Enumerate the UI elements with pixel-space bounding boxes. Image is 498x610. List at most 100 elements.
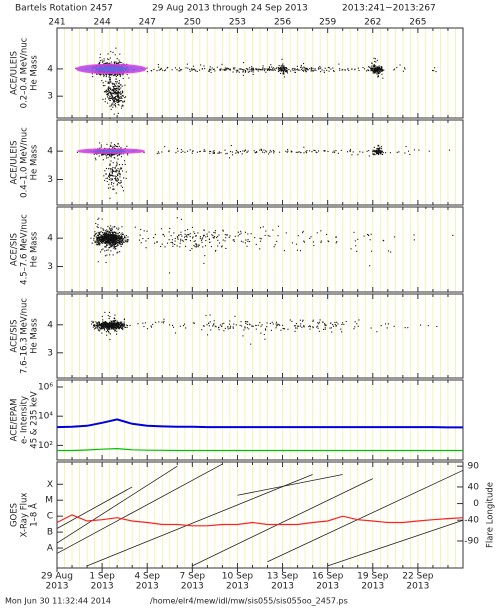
- density-dot: [115, 62, 117, 64]
- density-dot: [295, 243, 298, 245]
- density-dot: [106, 74, 108, 76]
- density-dot: [346, 151, 349, 153]
- density-dot: [112, 166, 114, 168]
- density-dot: [373, 70, 375, 72]
- density-dot: [189, 249, 191, 251]
- density-dot: [121, 232, 123, 234]
- density-dot: [118, 327, 120, 329]
- density-dot: [127, 236, 129, 238]
- density-dot: [94, 241, 96, 243]
- density-dot: [276, 67, 278, 69]
- density-dot: [117, 85, 119, 87]
- density-dot: [109, 174, 111, 176]
- density-dot: [109, 236, 112, 238]
- density-dot: [351, 154, 353, 156]
- density-dot: [335, 236, 337, 238]
- density-dot: [373, 71, 375, 73]
- density-dot: [305, 68, 307, 70]
- density-dot: [96, 236, 98, 238]
- density-dot: [367, 233, 369, 236]
- density-dot: [377, 73, 379, 75]
- density-dot: [96, 244, 98, 246]
- density-dot: [104, 98, 107, 100]
- density-dot: [220, 152, 222, 154]
- density-dot: [95, 324, 97, 326]
- density-dot: [208, 325, 210, 327]
- density-dot: [203, 235, 205, 237]
- density-dot: [380, 69, 382, 71]
- density-dot: [281, 67, 283, 69]
- density-dot: [214, 250, 217, 252]
- density-dot: [117, 93, 119, 95]
- density-dot: [305, 152, 308, 154]
- density-dot: [218, 151, 220, 153]
- density-dot: [102, 327, 104, 329]
- density-dot: [107, 327, 109, 329]
- density-dot: [102, 228, 104, 230]
- density-dot: [152, 323, 154, 325]
- density-dot: [317, 322, 319, 324]
- density-dot: [296, 68, 298, 71]
- density-dot: [111, 232, 114, 234]
- density-dot: [247, 233, 249, 235]
- density-dot: [172, 243, 174, 245]
- density-dot: [102, 85, 104, 87]
- density-dot: [95, 241, 97, 243]
- density-dot: [96, 226, 98, 228]
- density-dot: [296, 65, 298, 67]
- density-dot: [109, 316, 111, 318]
- density-dot: [377, 152, 380, 154]
- density-dot: [377, 145, 379, 147]
- density-dot: [283, 72, 285, 74]
- y-tick-label: 4: [47, 64, 53, 74]
- density-dot: [118, 227, 120, 229]
- density-dot: [115, 242, 117, 244]
- density-dot: [318, 323, 320, 325]
- density-dot: [372, 68, 374, 70]
- density-dot: [102, 237, 104, 239]
- density-dot: [300, 323, 302, 325]
- density-dot: [95, 234, 97, 236]
- density-dot: [208, 231, 210, 233]
- density-dot: [242, 62, 245, 64]
- density-dot: [226, 234, 228, 236]
- density-dot: [201, 241, 203, 243]
- density-dot: [118, 92, 120, 94]
- density-dot: [350, 248, 352, 250]
- density-dot: [111, 325, 113, 327]
- y-axis-label: He Mass: [30, 55, 40, 91]
- density-dot: [272, 323, 274, 325]
- density-dot: [115, 47, 117, 49]
- density-dot: [105, 242, 107, 244]
- density-dot: [339, 69, 341, 71]
- density-dot: [170, 241, 172, 244]
- density-dot: [106, 240, 109, 243]
- density-dot: [318, 68, 320, 70]
- density-dot: [147, 237, 149, 240]
- density-dot: [112, 243, 114, 245]
- density-dot: [114, 104, 116, 106]
- density-dot: [330, 68, 332, 70]
- density-dot: [218, 152, 220, 154]
- density-dot: [126, 324, 129, 327]
- density-dot: [193, 240, 195, 242]
- density-dot: [127, 240, 129, 242]
- density-dot: [113, 74, 115, 76]
- density-dot: [378, 69, 380, 71]
- density-dot: [121, 325, 124, 327]
- density-dot: [110, 74, 112, 76]
- y2-tick-label: -40: [464, 516, 479, 526]
- density-dot: [356, 250, 358, 252]
- density-dot: [92, 321, 95, 323]
- density-dot: [404, 327, 406, 329]
- density-dot: [367, 66, 369, 68]
- density-dot: [113, 90, 115, 92]
- density-dot: [285, 70, 287, 72]
- density-dot: [260, 325, 262, 327]
- density-dot: [174, 332, 177, 334]
- density-dot: [357, 154, 359, 156]
- density-dot: [375, 69, 377, 72]
- flare-track: [192, 478, 373, 567]
- density-dot: [110, 61, 112, 63]
- density-dot: [111, 171, 114, 173]
